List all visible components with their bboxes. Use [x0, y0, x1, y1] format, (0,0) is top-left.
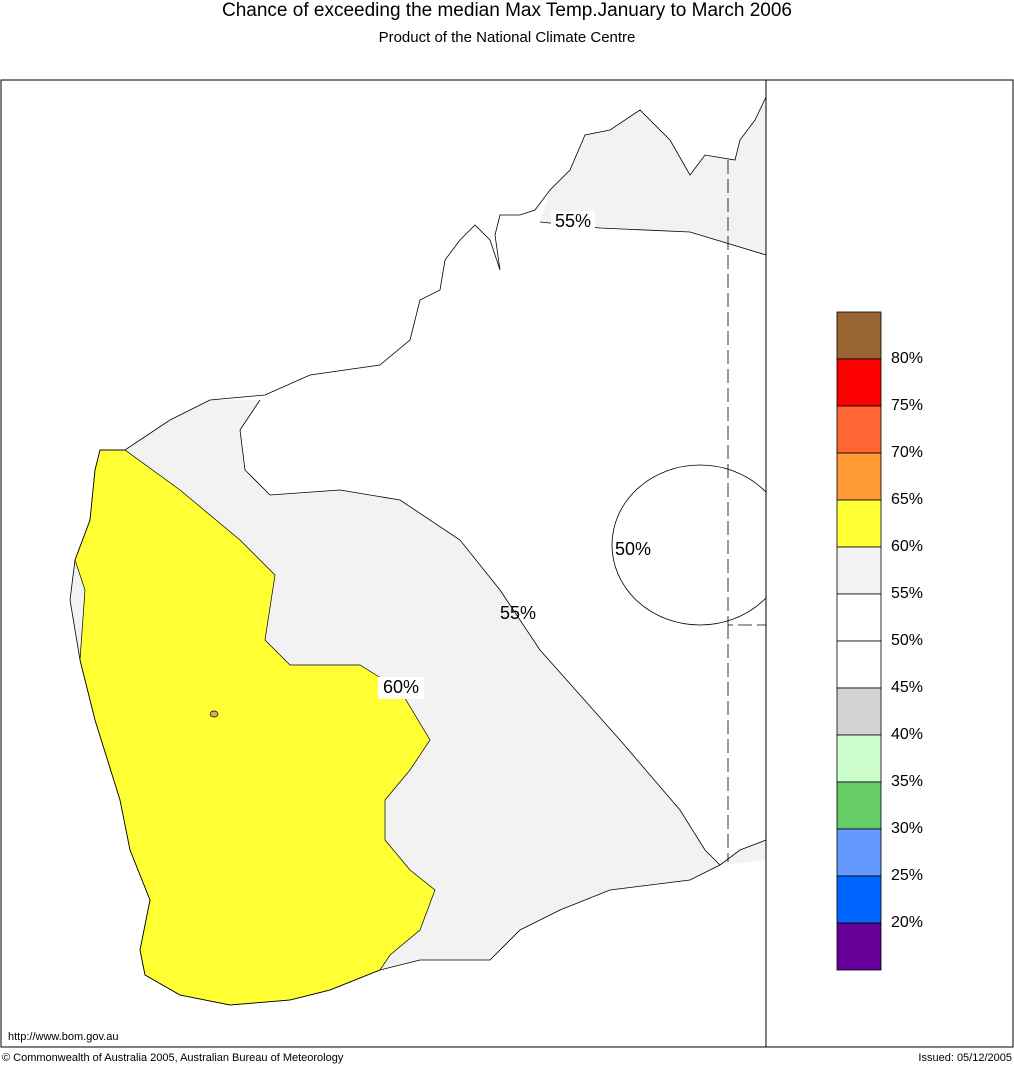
legend-swatch: [836, 593, 882, 642]
legend-label: 40%: [891, 726, 923, 743]
contour-50: [611, 464, 766, 626]
issued: Issued: 05/12/2005: [918, 1052, 1012, 1064]
coastline: [69, 96, 766, 1006]
legend-label: 60%: [891, 538, 923, 555]
island: [209, 710, 219, 718]
subtitle: Product of the National Climate Centre: [379, 29, 636, 46]
legend-label: 65%: [891, 491, 923, 508]
legend-label: 25%: [891, 867, 923, 884]
legend-swatch: [836, 828, 882, 877]
label-bg: [378, 677, 424, 699]
legend-swatch: [836, 546, 882, 595]
legend-label: 55%: [891, 585, 923, 602]
label-bg: [551, 211, 595, 233]
legend-label: 20%: [891, 914, 923, 931]
legend-label: 35%: [891, 773, 923, 790]
legend-label: 50%: [891, 632, 923, 649]
legend-swatch: [836, 640, 882, 689]
legend-swatch: [836, 499, 882, 548]
legend-label: 70%: [891, 444, 923, 461]
legend-swatch: [836, 875, 882, 924]
url: http://www.bom.gov.au: [8, 1031, 118, 1043]
legend-label: 45%: [891, 679, 923, 696]
frame: [0, 79, 1014, 1048]
copyright: © Commonwealth of Australia 2005, Austra…: [2, 1052, 344, 1064]
legend-label: 30%: [891, 820, 923, 837]
contour-label: 55%: [500, 603, 536, 623]
state-border: [727, 160, 766, 862]
legend-swatch: [836, 405, 882, 454]
legend-swatch: [836, 358, 882, 407]
legend: 80% 75% 70% 65% 60% 55% 50% 45% 40% 35% 30% 25% 20%: [836, 311, 923, 971]
title: Chance of exceeding the median Max Temp.…: [222, 0, 792, 21]
legend-swatch: [836, 781, 882, 830]
legend-swatch: [836, 734, 882, 783]
legend-swatch: [836, 687, 882, 736]
contour-label: 60%: [383, 677, 419, 697]
legend-swatch: [836, 452, 882, 501]
map: 55% 50% 55% 60%: [69, 96, 766, 1006]
legend-swatch: [836, 922, 882, 971]
legend-label: 80%: [891, 350, 923, 367]
legend-swatch: [836, 311, 882, 360]
legend-label: 75%: [891, 397, 923, 414]
contour-label: 55%: [555, 211, 591, 231]
contour-label: 50%: [615, 539, 651, 559]
region-north: [540, 97, 766, 255]
